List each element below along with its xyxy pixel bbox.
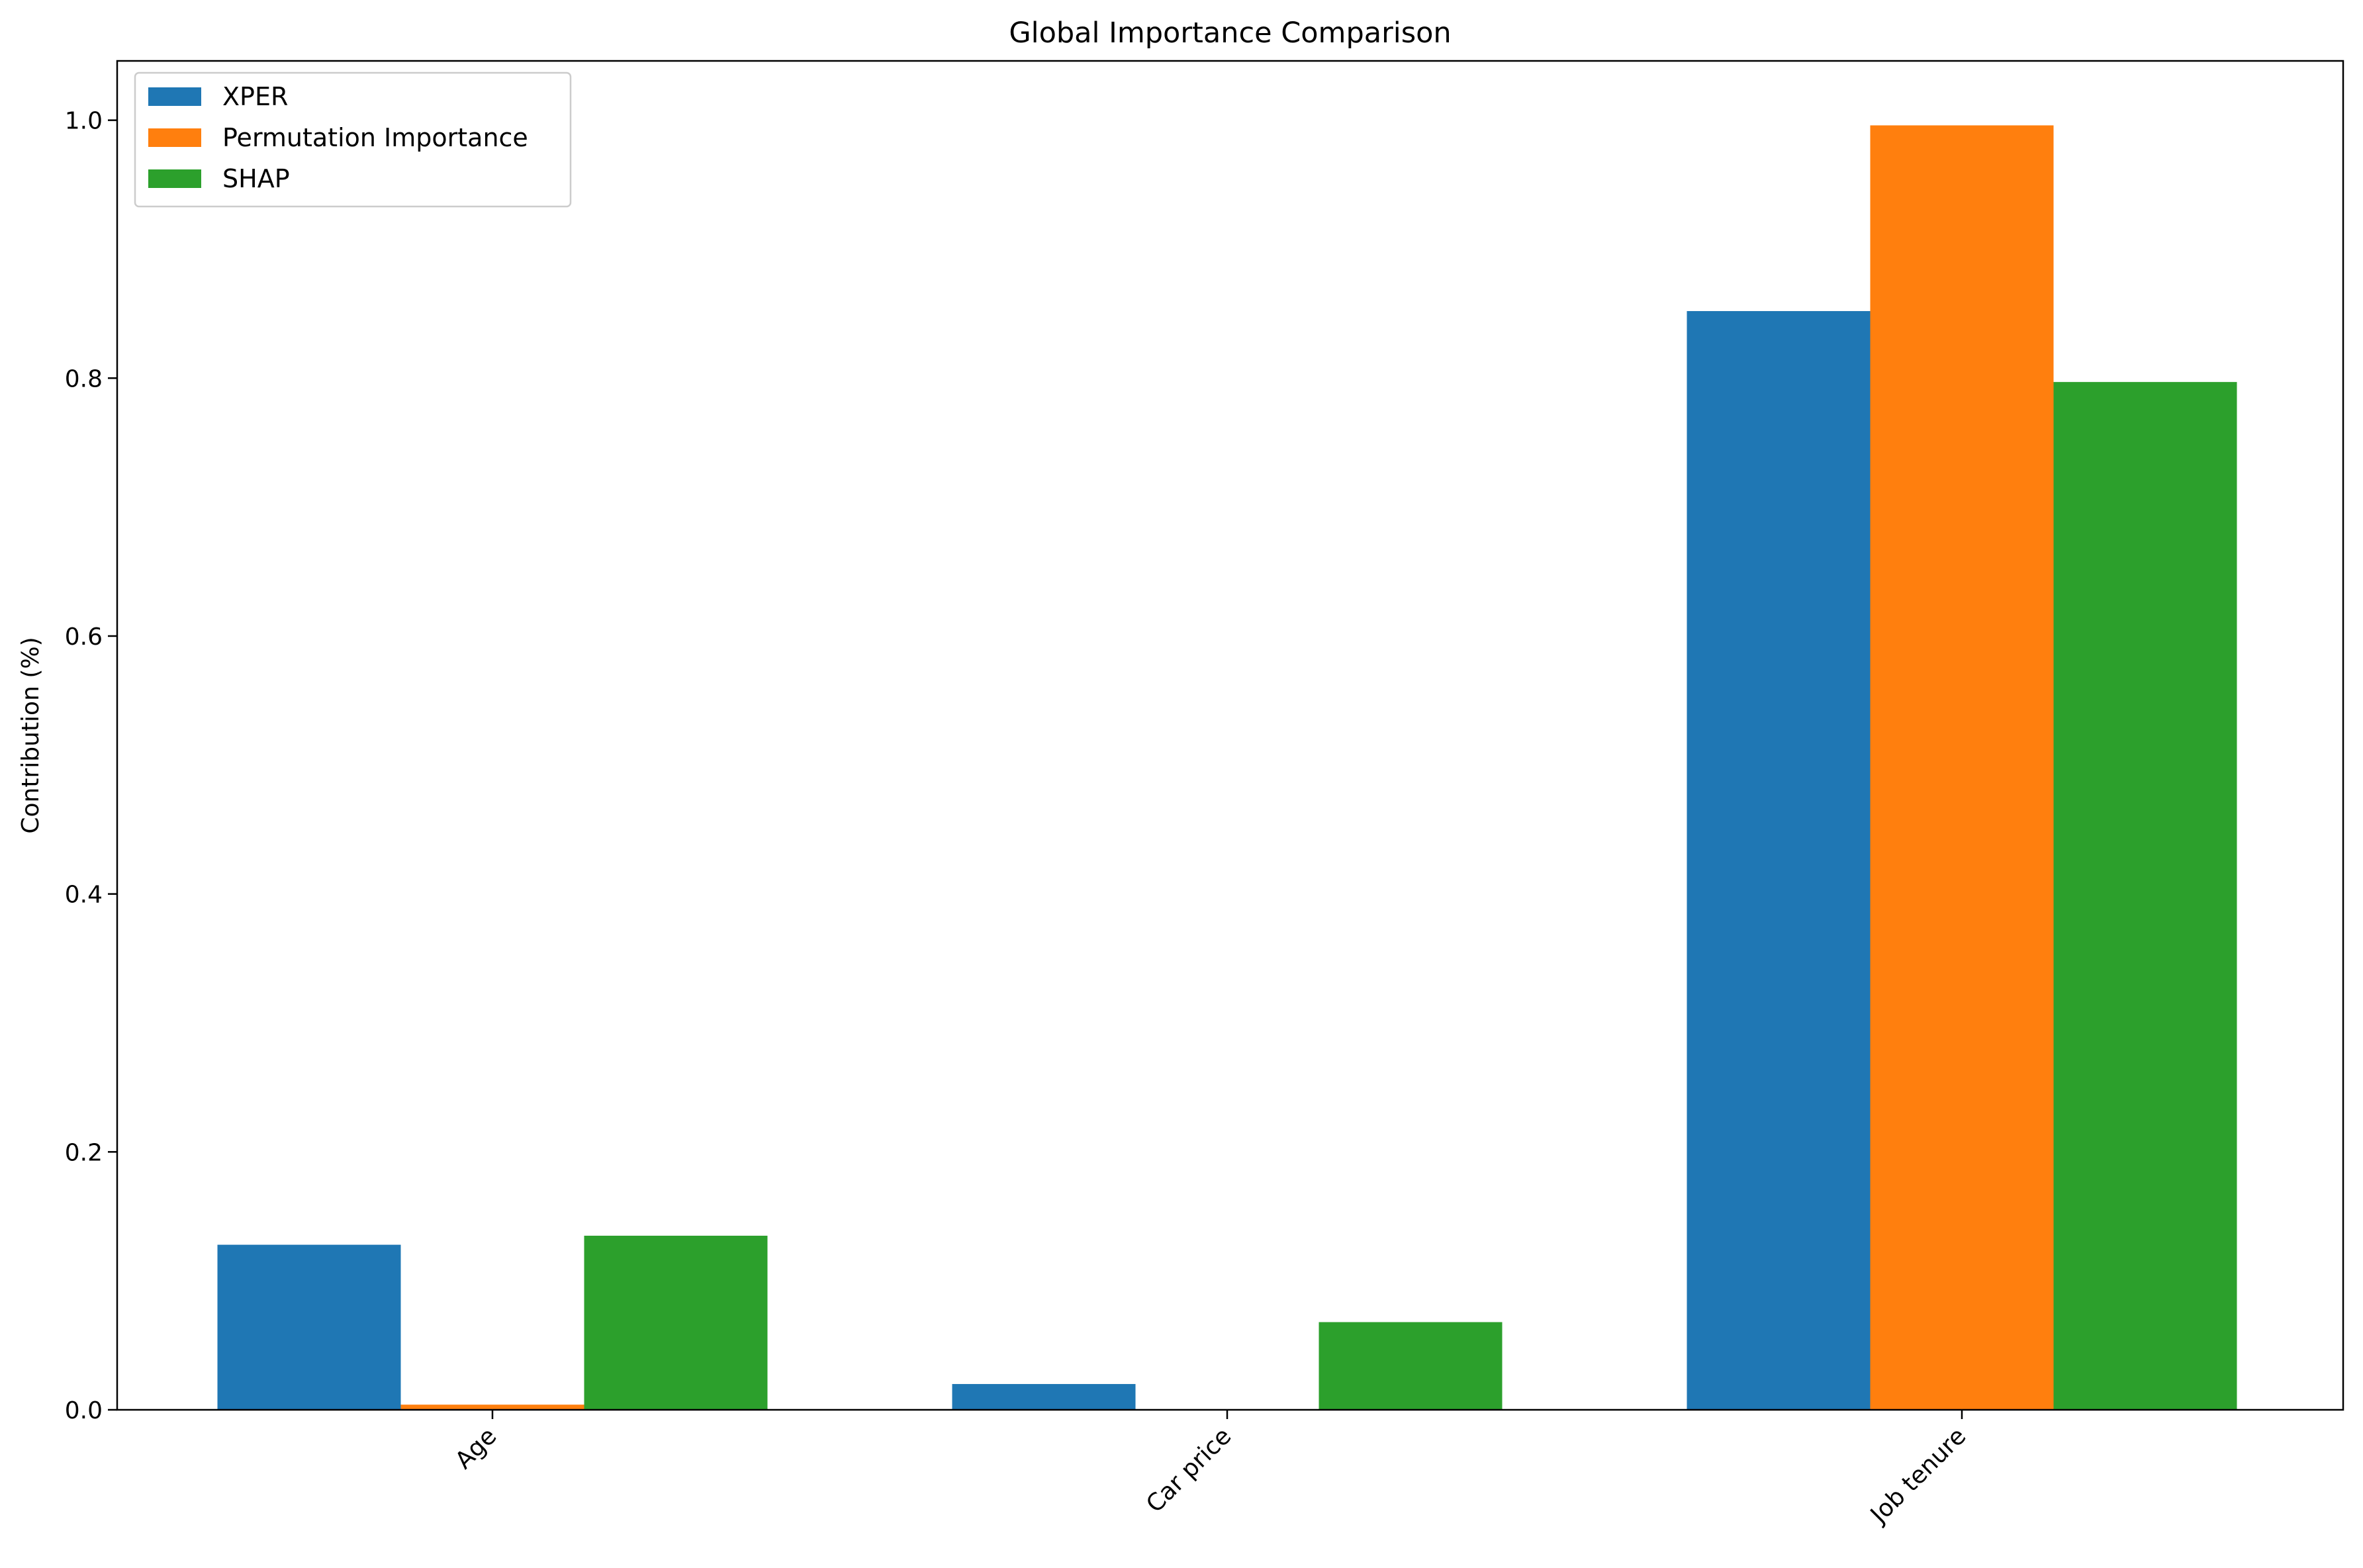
legend-swatch [148,128,201,147]
bar-xper-car-price [952,1384,1136,1410]
plot-frame [116,60,2344,1411]
y-tick-label: 1.0 [65,108,103,135]
y-tick-label: 0.2 [65,1139,103,1166]
bars-layer [217,125,2237,1410]
x-tick-label: Age [450,1422,502,1474]
y-tick-label: 0.6 [65,623,103,651]
legend-box [134,71,572,208]
legend-label: XPER [222,82,288,111]
legend-swatch [148,87,201,106]
legend: XPER Permutation Importance SHAP [134,71,572,208]
y-axis-title: Contribution (%) [17,637,44,833]
x-axis: Age Car price Job tenure [450,1410,1971,1530]
bar-xper-age [217,1244,401,1410]
chart-title: Global Importance Comparison [1009,17,1451,50]
x-tick-label: Car price [1141,1422,1236,1518]
y-axis: 0.0 0.2 0.4 0.6 0.8 1.0 [65,108,117,1424]
bar-shap-age [584,1235,768,1410]
x-tick-label: Job tenure [1865,1422,1971,1529]
axes-layer [116,60,2344,1411]
y-tick-label: 0.0 [65,1397,103,1424]
bar-shap-car-price [1319,1322,1503,1410]
bar-permutation-importance-age [400,1405,584,1410]
y-tick-label: 0.4 [65,882,103,909]
bar-permutation-importance-job-tenure [1870,125,2054,1410]
bar-shap-job-tenure [2053,382,2237,1410]
legend-swatch [148,169,201,188]
legend-label: Permutation Importance [222,123,528,152]
bar-xper-job-tenure [1687,310,1871,1410]
legend-label: SHAP [222,164,290,193]
y-tick-label: 0.8 [65,365,103,392]
